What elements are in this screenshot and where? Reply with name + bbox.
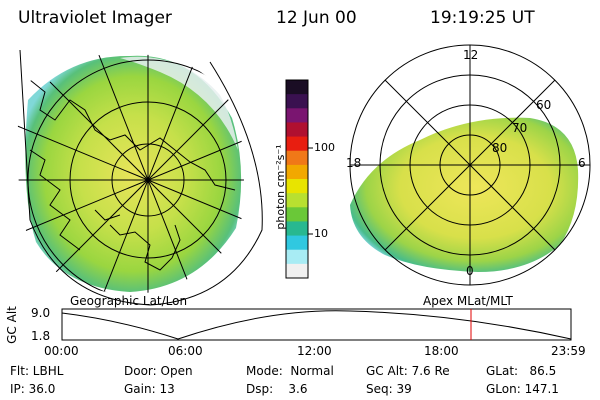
colorbar-unit-label: photon cm⁻²s⁻¹ <box>274 144 287 230</box>
info-glon: GLon: 147.1 <box>486 382 559 396</box>
info-ip: IP: 36.0 <box>10 382 56 396</box>
xtick-0000: 00:00 <box>44 344 79 358</box>
colorbar-stripe <box>286 164 308 180</box>
time-label: 19:19:25 UT <box>430 8 535 28</box>
info-dsp: Dsp: 3.6 <box>246 382 308 396</box>
colorbar-stripe <box>286 122 308 138</box>
left-map-boundary <box>19 49 263 306</box>
mlt-label-12: 12 <box>463 48 479 62</box>
mlt-label-0: 0 <box>466 264 474 278</box>
geographic-map <box>17 49 263 306</box>
colorbar-stripe <box>286 235 308 251</box>
xtick-0600: 06:00 <box>168 344 203 358</box>
apex-map <box>349 44 591 286</box>
altitude-ymin: 1.8 <box>31 329 51 343</box>
altitude-ylabel: GC Alt <box>5 306 19 344</box>
mlat-label-70: 70 <box>512 121 528 135</box>
colorbar-frame <box>285 79 309 279</box>
info-gc-alt: GC Alt: 7.6 Re <box>366 364 450 378</box>
colorbar-tick-10: 10 <box>314 227 328 240</box>
colorbar-stripe <box>286 221 308 237</box>
xtick-1800: 18:00 <box>424 344 459 358</box>
mlat-label-60: 60 <box>536 98 552 112</box>
info-filter: Flt: LBHL <box>10 364 64 378</box>
info-seq: Seq: 39 <box>366 382 412 396</box>
info-door: Door: Open <box>124 364 193 378</box>
mlat-label-80: 80 <box>492 141 508 155</box>
left-coastline <box>29 79 236 271</box>
left-sunlit-cap <box>120 56 238 151</box>
colorbar-stripe <box>286 249 308 265</box>
colorbar-stripe <box>286 263 308 279</box>
colorbar-stripe <box>286 94 308 109</box>
colorbar-tick-100: 100 <box>314 141 335 154</box>
colorbar-stripe <box>286 150 308 166</box>
colorbar-stripe <box>286 80 308 95</box>
info-glat: GLat: 86.5 <box>486 364 557 378</box>
instrument-title: Ultraviolet Imager <box>18 8 172 28</box>
xtick-1200: 12:00 <box>297 344 332 358</box>
colorbar <box>285 79 313 279</box>
colorbar-stripe <box>286 207 308 222</box>
mlt-label-6: 6 <box>578 156 586 170</box>
colorbar-stripe <box>286 193 308 208</box>
geographic-caption: Geographic Lat/Lon <box>70 294 188 308</box>
xtick-2359: 23:59 <box>551 344 586 358</box>
info-gain: Gain: 13 <box>124 382 175 396</box>
mlt-label-18: 18 <box>346 156 362 170</box>
altitude-plot <box>61 308 572 341</box>
date-label: 12 Jun 00 <box>276 8 357 28</box>
info-mode: Mode: Normal <box>246 364 334 378</box>
altitude-curve <box>61 310 572 340</box>
colorbar-stripe <box>286 179 308 194</box>
colorbar-stripe <box>286 136 308 152</box>
apex-caption: Apex MLat/MLT <box>423 294 513 308</box>
altitude-ymax: 9.0 <box>31 306 51 320</box>
altitude-plot-frame <box>61 308 572 341</box>
colorbar-stripe <box>286 108 308 123</box>
